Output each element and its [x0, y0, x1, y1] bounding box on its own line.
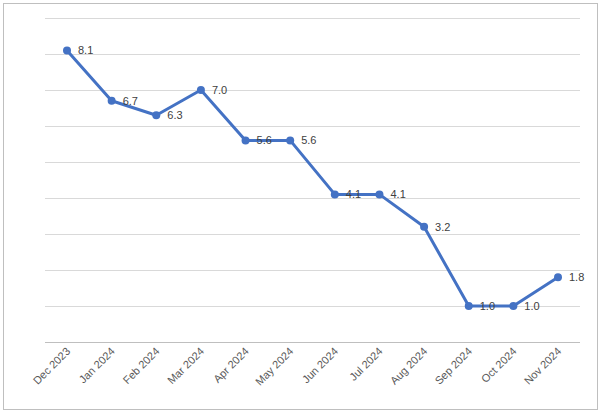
grid-line [45, 162, 580, 163]
data-label: 5.6 [257, 134, 272, 146]
grid-line [45, 54, 580, 55]
grid-line [45, 270, 580, 271]
data-label: 7.0 [212, 84, 227, 96]
marker [63, 46, 71, 54]
marker [420, 223, 428, 231]
data-label: 4.1 [390, 188, 405, 200]
marker [509, 302, 517, 310]
data-label: 3.2 [435, 221, 450, 233]
grid [45, 19, 580, 343]
data-labels: 8.1 6.7 6.3 7.0 5.6 5.6 4.1 4.1 3.2 1.0 1.0 1.8 [78, 44, 584, 312]
grid-line [45, 90, 580, 91]
line [67, 50, 558, 306]
data-label: 8.1 [78, 44, 93, 56]
data-label: 1.0 [480, 300, 495, 312]
grid-line [45, 126, 580, 127]
data-label: 6.7 [123, 95, 138, 107]
x-tick-label: Jan 2024 [77, 345, 117, 385]
marker [375, 190, 383, 198]
x-tick-label: Jun 2024 [300, 345, 340, 385]
x-tick-label: Feb 2024 [120, 345, 161, 386]
x-tick-label: Apr 2024 [211, 345, 251, 385]
data-label: 5.6 [301, 134, 316, 146]
grid-line [45, 198, 580, 199]
marker [108, 97, 116, 105]
x-tick-label: Nov 2024 [522, 345, 564, 387]
x-tick-label: Jul 2024 [347, 345, 385, 383]
marker [554, 273, 562, 281]
x-tick-label: Aug 2024 [388, 345, 430, 387]
marker [465, 302, 473, 310]
x-tick-label: Sep 2024 [432, 345, 474, 387]
grid-line [45, 234, 580, 235]
chart: Dec 2023Jan 2024Feb 2024Mar 2024Apr 2024… [0, 0, 601, 413]
x-tick-label: Mar 2024 [165, 345, 206, 386]
marker [197, 86, 205, 94]
x-tick-label: Oct 2024 [479, 345, 519, 385]
grid-line [45, 18, 580, 19]
series [63, 46, 562, 310]
data-label: 6.3 [167, 109, 182, 121]
data-label: 1.8 [569, 271, 584, 283]
x-tick-label: May 2024 [253, 345, 296, 388]
marker [331, 190, 339, 198]
y-axis-line [45, 18, 46, 342]
x-tick-labels: Dec 2023Jan 2024Feb 2024Mar 2024Apr 2024… [31, 345, 564, 388]
data-label: 4.1 [346, 188, 361, 200]
x-tick-label: Dec 2023 [31, 345, 73, 387]
grid-line [45, 342, 580, 343]
marker [242, 136, 250, 144]
marker [152, 111, 160, 119]
data-label: 1.0 [524, 300, 539, 312]
chart-frame [4, 4, 598, 410]
marker [286, 136, 294, 144]
